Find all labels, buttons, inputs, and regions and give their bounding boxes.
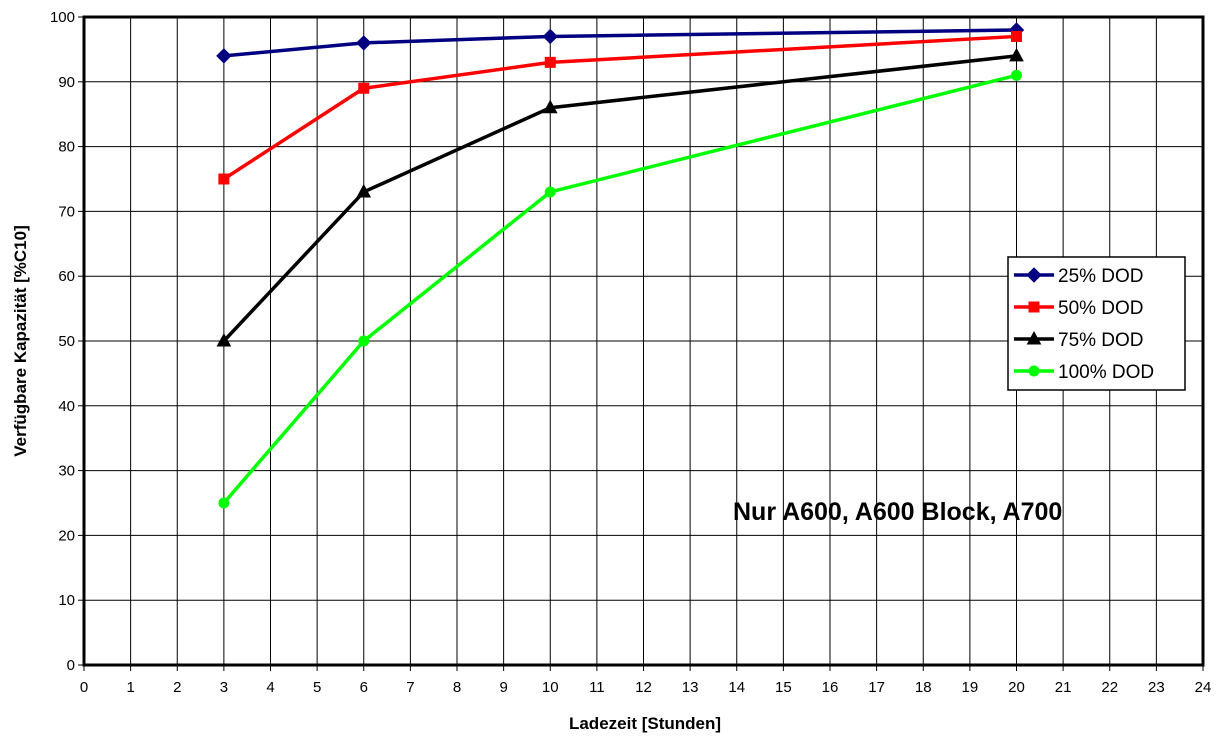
data-point bbox=[356, 183, 372, 198]
data-point bbox=[544, 56, 556, 68]
x-tick-label: 19 bbox=[962, 679, 979, 696]
legend-label: 25% DOD bbox=[1058, 266, 1144, 287]
x-axis-label: Ladezeit [Stunden] bbox=[569, 714, 721, 733]
legend-marker bbox=[1028, 301, 1040, 313]
x-tick-label: 1 bbox=[126, 679, 134, 696]
legend-item: 25% DOD bbox=[1014, 266, 1144, 287]
y-tick-label: 10 bbox=[58, 592, 75, 609]
data-point bbox=[356, 35, 372, 51]
x-tick-label: 6 bbox=[360, 679, 368, 696]
y-tick-label: 50 bbox=[58, 333, 75, 350]
x-tick-label: 22 bbox=[1101, 679, 1118, 696]
x-tick-label: 20 bbox=[1008, 679, 1025, 696]
legend-item: 50% DOD bbox=[1014, 298, 1144, 319]
x-tick-label: 9 bbox=[499, 679, 507, 696]
x-tick-label: 0 bbox=[80, 679, 88, 696]
x-tick-label: 21 bbox=[1055, 679, 1072, 696]
y-tick-label: 70 bbox=[58, 203, 75, 220]
data-point bbox=[1011, 69, 1022, 81]
series-3 bbox=[218, 69, 1022, 509]
x-tick-label: 5 bbox=[313, 679, 321, 696]
legend-label: 50% DOD bbox=[1058, 298, 1144, 319]
x-tick-label: 24 bbox=[1195, 679, 1212, 696]
y-tick-label: 0 bbox=[67, 657, 75, 674]
series-line bbox=[222, 34, 1017, 181]
data-point bbox=[542, 99, 558, 114]
series-line bbox=[222, 73, 1017, 505]
x-tick-label: 3 bbox=[220, 679, 228, 696]
x-tick-label: 7 bbox=[406, 679, 414, 696]
x-tick-label: 18 bbox=[915, 679, 932, 696]
x-tick-label: 2 bbox=[173, 679, 181, 696]
legend-label: 75% DOD bbox=[1058, 330, 1144, 351]
data-point bbox=[358, 82, 370, 94]
legend-marker bbox=[1028, 365, 1040, 377]
y-tick-label: 100 bbox=[50, 9, 75, 26]
data-point bbox=[1011, 30, 1022, 42]
y-tick-label: 80 bbox=[58, 139, 75, 156]
y-tick-label: 30 bbox=[58, 463, 75, 480]
y-tick-label: 60 bbox=[58, 268, 75, 285]
series-line bbox=[222, 54, 1017, 343]
y-axis-label: Verfügbare Kapazität [%C10] bbox=[11, 225, 30, 456]
data-point bbox=[218, 497, 230, 509]
y-tick-label: 40 bbox=[58, 398, 75, 415]
x-tick-label: 13 bbox=[682, 679, 699, 696]
x-tick-label: 12 bbox=[635, 679, 652, 696]
data-point bbox=[218, 173, 230, 185]
x-tick-label: 14 bbox=[728, 679, 745, 696]
data-point bbox=[216, 332, 232, 347]
legend-marker bbox=[1026, 330, 1042, 345]
x-tick-label: 16 bbox=[822, 679, 839, 696]
data-point bbox=[216, 48, 232, 64]
x-tick-label: 4 bbox=[266, 679, 274, 696]
x-tick-label: 11 bbox=[589, 679, 605, 696]
series-layer bbox=[216, 22, 1025, 509]
series-line bbox=[223, 28, 1017, 58]
series-1 bbox=[218, 30, 1022, 185]
x-tick-label: 10 bbox=[542, 679, 559, 696]
legend-item: 100% DOD bbox=[1014, 362, 1154, 383]
x-tick-label: 8 bbox=[453, 679, 461, 696]
y-axis-ticks: 0 10 20 30 40 50 60 70 80 90 100 bbox=[50, 9, 84, 674]
legend-marker bbox=[1026, 267, 1042, 283]
x-tick-label: 15 bbox=[775, 679, 792, 696]
data-point bbox=[544, 186, 556, 198]
series-2 bbox=[216, 47, 1024, 347]
data-point bbox=[542, 28, 558, 45]
chart-annotation: Nur A600, A600 Block, A700 bbox=[733, 498, 1062, 526]
data-point bbox=[1009, 47, 1024, 62]
legend-label: 100% DOD bbox=[1058, 362, 1154, 383]
legend: 25% DOD 50% DOD 75% DOD 100% DOD bbox=[1007, 256, 1186, 391]
x-axis-ticks: 0 1 2 3 4 5 6 7 8 9 10 11 12 13 14 15 16 17 18 19 20 21 22 23 24 bbox=[80, 665, 1212, 696]
x-tick-label: 23 bbox=[1148, 679, 1165, 696]
legend-item: 75% DOD bbox=[1014, 330, 1144, 351]
x-tick-label: 17 bbox=[868, 679, 885, 696]
y-tick-label: 20 bbox=[58, 527, 75, 544]
data-point bbox=[358, 335, 370, 347]
plot-frame bbox=[82, 15, 1205, 667]
y-tick-label: 90 bbox=[58, 74, 75, 91]
